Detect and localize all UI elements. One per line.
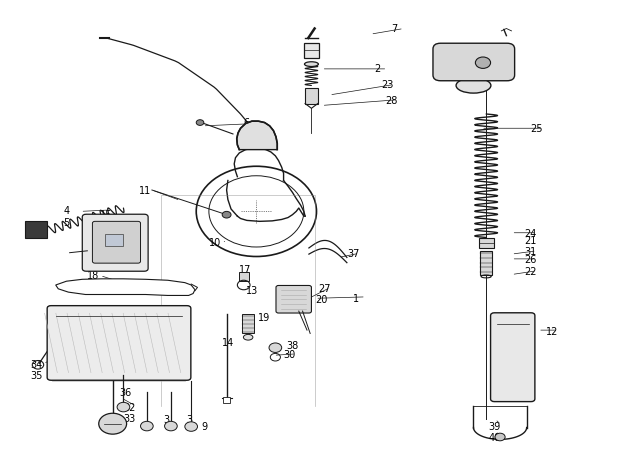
Bar xyxy=(480,251,492,275)
Text: 3: 3 xyxy=(163,415,170,426)
Text: 17: 17 xyxy=(239,265,252,275)
Text: 10: 10 xyxy=(209,238,221,248)
Ellipse shape xyxy=(243,334,253,340)
Text: 8: 8 xyxy=(81,263,87,274)
FancyBboxPatch shape xyxy=(92,221,141,263)
Circle shape xyxy=(99,413,127,434)
Text: 21: 21 xyxy=(524,236,537,247)
Text: 31: 31 xyxy=(524,247,536,257)
Text: 37: 37 xyxy=(347,249,360,259)
Polygon shape xyxy=(56,279,195,295)
Text: 27: 27 xyxy=(318,284,330,294)
Text: 13: 13 xyxy=(246,285,258,296)
Text: 1: 1 xyxy=(353,294,360,304)
Bar xyxy=(242,314,254,333)
Text: 7: 7 xyxy=(391,23,398,34)
Text: 12: 12 xyxy=(546,326,558,337)
Circle shape xyxy=(495,433,505,441)
Text: 6: 6 xyxy=(244,118,250,129)
Text: 35: 35 xyxy=(30,371,43,381)
Bar xyxy=(105,234,123,246)
Text: 14: 14 xyxy=(222,338,234,348)
Circle shape xyxy=(141,421,153,431)
Text: 16: 16 xyxy=(100,223,112,233)
Text: 5: 5 xyxy=(63,218,70,228)
Text: 32: 32 xyxy=(123,402,136,413)
Text: 20: 20 xyxy=(315,295,328,305)
Circle shape xyxy=(196,166,316,256)
Circle shape xyxy=(196,120,204,125)
Text: 40: 40 xyxy=(489,433,501,443)
Text: 19: 19 xyxy=(258,313,270,323)
Circle shape xyxy=(475,57,491,68)
Bar xyxy=(223,397,230,403)
Text: 39: 39 xyxy=(489,421,501,432)
Bar xyxy=(239,272,249,281)
Circle shape xyxy=(222,211,231,218)
Text: 28: 28 xyxy=(385,95,398,106)
Bar xyxy=(479,238,494,248)
Circle shape xyxy=(269,343,282,352)
Text: 3: 3 xyxy=(187,415,193,426)
Text: 11: 11 xyxy=(139,186,151,196)
Text: 29: 29 xyxy=(242,127,254,137)
Polygon shape xyxy=(237,121,277,150)
Ellipse shape xyxy=(304,62,318,66)
FancyBboxPatch shape xyxy=(276,285,311,313)
Text: 34: 34 xyxy=(30,360,42,370)
FancyBboxPatch shape xyxy=(491,313,535,402)
Text: 33: 33 xyxy=(123,414,135,424)
Text: 26: 26 xyxy=(524,255,537,266)
Bar xyxy=(305,88,318,104)
FancyBboxPatch shape xyxy=(433,43,515,81)
Bar xyxy=(304,43,319,58)
Text: 30: 30 xyxy=(284,350,296,361)
FancyBboxPatch shape xyxy=(82,214,148,271)
Circle shape xyxy=(117,402,130,412)
Text: 24: 24 xyxy=(524,228,537,239)
Text: 15: 15 xyxy=(100,209,113,220)
Text: 36: 36 xyxy=(119,388,131,399)
Text: 22: 22 xyxy=(524,266,537,277)
Circle shape xyxy=(185,422,197,431)
Text: 2: 2 xyxy=(375,64,381,74)
Text: 9: 9 xyxy=(201,422,208,433)
Circle shape xyxy=(165,421,177,431)
Text: 25: 25 xyxy=(530,124,543,134)
Text: 18: 18 xyxy=(87,271,99,282)
Text: 4: 4 xyxy=(63,206,70,217)
Polygon shape xyxy=(25,221,47,238)
FancyBboxPatch shape xyxy=(47,306,191,380)
Text: 23: 23 xyxy=(381,79,394,90)
Ellipse shape xyxy=(456,78,491,93)
Text: 38: 38 xyxy=(286,341,298,351)
